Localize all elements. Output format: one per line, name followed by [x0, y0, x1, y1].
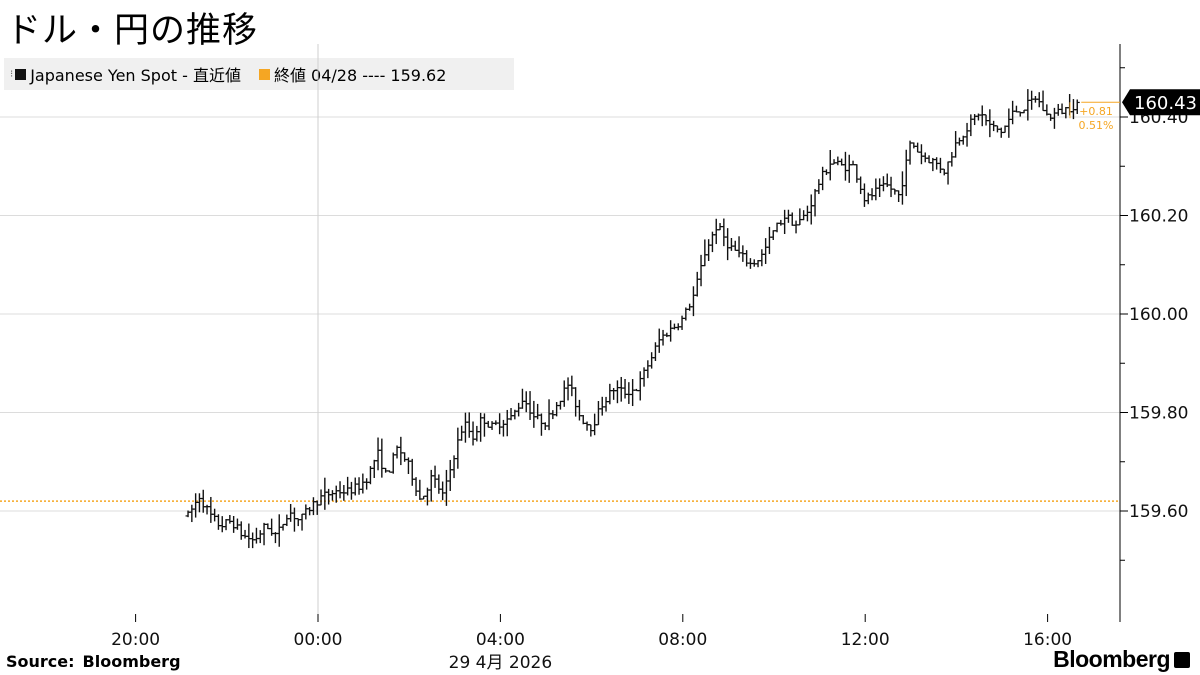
- price-bars: [185, 89, 1080, 549]
- x-tick-label: 20:00: [111, 630, 160, 650]
- y-tick-label: 160.20: [1129, 207, 1188, 227]
- bloomberg-terminal-icon: [1174, 651, 1190, 668]
- last-value-flag: [1122, 89, 1200, 116]
- x-tick-label: 00:00: [294, 630, 343, 650]
- last-value-label: 160.43: [1134, 93, 1197, 114]
- x-tick-label: 04:00: [476, 630, 525, 650]
- legend-item-reference[interactable]: 終値 04/28 ---- 159.62: [258, 62, 447, 86]
- brand-logo: Bloomberg: [1053, 646, 1190, 673]
- legend-reference-label: 終値 04/28 ---- 159.62: [273, 66, 447, 85]
- x-axis-labels: 20:00 00:00 04:00 08:00 12:00 16:00 29 4月 2026: [111, 630, 1072, 673]
- source-label: Source:: [6, 652, 75, 671]
- x-date-label: 29 4月 2026: [449, 653, 553, 673]
- chart-axes: [135, 44, 1128, 622]
- legend-swatch-reference: [258, 68, 270, 80]
- change-pct-label: 0.51%: [1079, 119, 1114, 132]
- y-tick-label: 160.00: [1129, 305, 1188, 325]
- x-tick-label: 16:00: [1023, 630, 1072, 650]
- x-tick-label: 08:00: [658, 630, 707, 650]
- last-value-annotation: +0.810.51% 160.43: [1069, 89, 1200, 132]
- chart-grid: [0, 44, 1120, 622]
- y-tick-label: 159.80: [1129, 404, 1188, 424]
- change-abs-label: +0.81: [1079, 105, 1113, 118]
- chart-legend: ⁝ Japanese Yen Spot - 直近値 終値 04/28 ---- …: [4, 58, 514, 90]
- brand-name: Bloomberg: [1053, 646, 1170, 672]
- legend-series-label: Japanese Yen Spot - 直近値: [30, 66, 241, 85]
- y-tick-label: 159.60: [1129, 502, 1188, 522]
- source-value: Bloomberg: [82, 652, 181, 671]
- legend-swatch-series: [15, 68, 27, 80]
- drag-handle-icon[interactable]: ⁝: [10, 68, 14, 80]
- x-tick-label: 12:00: [841, 630, 890, 650]
- source-note: Source: Bloomberg: [6, 652, 181, 671]
- page-title: ドル・円の推移: [6, 11, 259, 51]
- legend-item-series[interactable]: Japanese Yen Spot - 直近値: [15, 62, 241, 86]
